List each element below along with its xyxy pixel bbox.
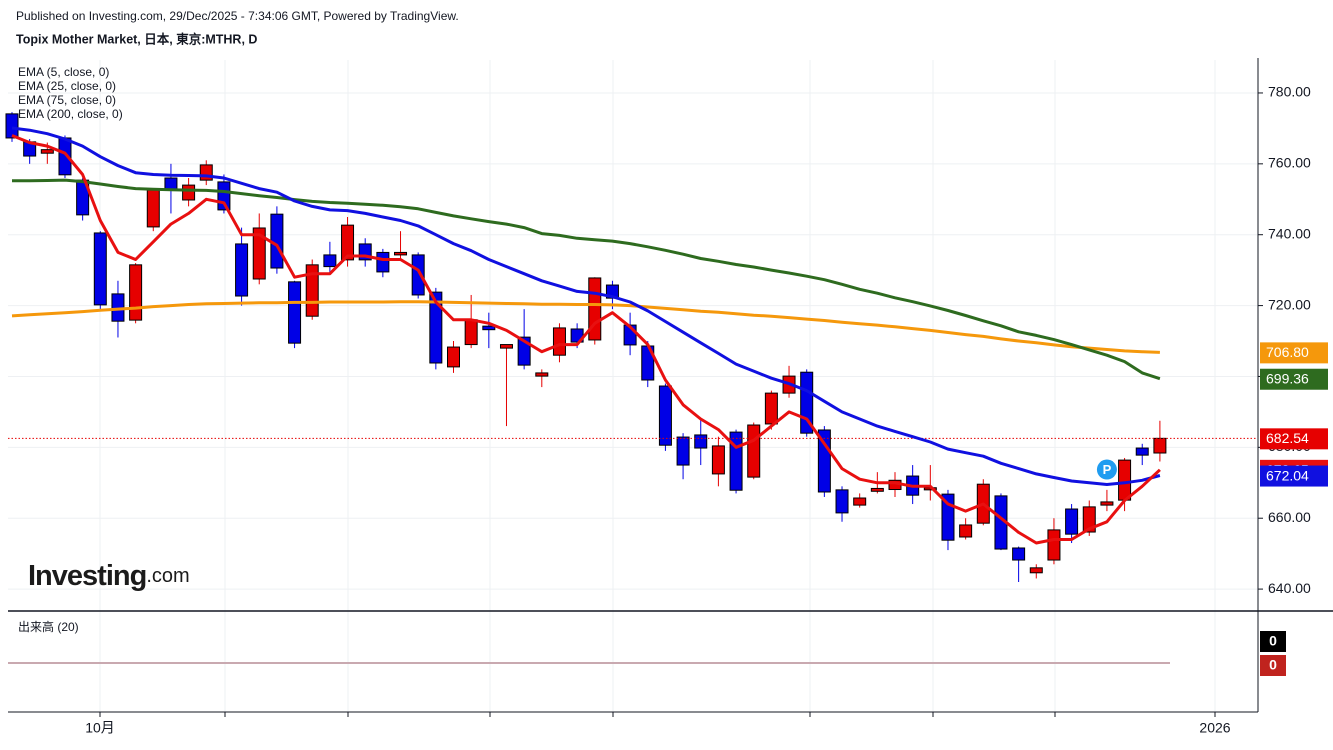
volume-tag (1260, 655, 1286, 676)
candle-body (1012, 547, 1026, 561)
legend-entry: EMA (75, close, 0) (18, 93, 116, 107)
logo: Investing.com (28, 560, 190, 592)
candle-body (499, 344, 513, 349)
candle-body (447, 346, 460, 368)
y-tick-label: 760.00 (1268, 155, 1311, 171)
candle-body (252, 227, 266, 280)
candle-body (235, 243, 249, 297)
candle-body (552, 327, 566, 356)
candle-body (93, 232, 107, 306)
candle-body (5, 113, 19, 139)
candle-body (129, 264, 143, 321)
candle-body (394, 251, 408, 256)
price-tag-label: 672.04 (1266, 467, 1309, 483)
price-tag (1260, 342, 1328, 364)
candle-body (323, 254, 337, 268)
price-tag-label: 682.54 (1266, 430, 1309, 446)
candle-body (835, 489, 849, 514)
plot: P (5, 112, 1258, 583)
candle-body (1047, 529, 1061, 561)
volume-title: 出来高 (20) (18, 619, 79, 634)
candle-body (1029, 567, 1043, 574)
y-tick-label: 740.00 (1268, 225, 1311, 241)
candle-body (853, 497, 867, 506)
ema-line (12, 178, 1161, 381)
logo-main: Investing (28, 560, 146, 592)
candle-body (959, 524, 973, 538)
candle-body (40, 149, 54, 154)
candle-body (1082, 506, 1096, 533)
candle-body (870, 487, 884, 492)
published-note: Published on Investing.com, 29/Dec/2025 … (16, 9, 459, 23)
volume-tag (1260, 631, 1286, 652)
candle-body (676, 436, 690, 466)
candle-body (182, 184, 196, 201)
candle-body (694, 434, 708, 449)
marker-label: P (1103, 462, 1112, 477)
price-tag (1260, 465, 1328, 487)
candle-body (1135, 447, 1149, 456)
candle-body (711, 445, 725, 475)
candle-body (658, 385, 672, 446)
price-tag-label: 699.36 (1266, 370, 1309, 386)
y-tick-label: 780.00 (1268, 84, 1311, 100)
candle-body (535, 372, 549, 377)
candle-body (288, 281, 302, 344)
y-tick-label: 720.00 (1268, 296, 1311, 312)
candle-body (729, 431, 743, 491)
volume-tag-label: 0 (1269, 633, 1277, 649)
candle-body (411, 254, 425, 296)
candle-body (482, 325, 496, 331)
candle-body (341, 224, 355, 261)
x-tick-label: 2026 (1199, 720, 1230, 736)
price-tag (1260, 368, 1328, 390)
candle-body (1065, 508, 1079, 535)
price-tag-label: 706.80 (1266, 344, 1309, 360)
ema-line (11, 300, 1160, 354)
candle-body (747, 424, 761, 478)
candle-body (764, 392, 778, 425)
marker-dot (1096, 459, 1117, 480)
candle-body (376, 251, 390, 273)
candle-body (1100, 501, 1114, 506)
legend-entry: EMA (200, close, 0) (18, 107, 123, 121)
chart-title: Topix Mother Market, 日本, 東京:MTHR, D (16, 31, 257, 46)
y-tick-label: 660.00 (1268, 509, 1311, 525)
x-tick-label: 10月 (85, 720, 115, 736)
ema-line (11, 134, 1161, 545)
ema-line (11, 126, 1161, 486)
logo-suffix: .com (146, 565, 189, 587)
candle-body (1153, 437, 1167, 454)
candle-body (146, 189, 160, 228)
volume-tag-label: 0 (1269, 657, 1277, 673)
candle-body (429, 291, 443, 364)
candle-body (1118, 459, 1132, 501)
legend-entry: EMA (25, close, 0) (18, 79, 116, 93)
legend-entry: EMA (5, close, 0) (18, 65, 109, 79)
y-tick-label: 640.00 (1268, 580, 1311, 596)
candle-body (464, 319, 478, 346)
price-tag (1260, 428, 1328, 450)
